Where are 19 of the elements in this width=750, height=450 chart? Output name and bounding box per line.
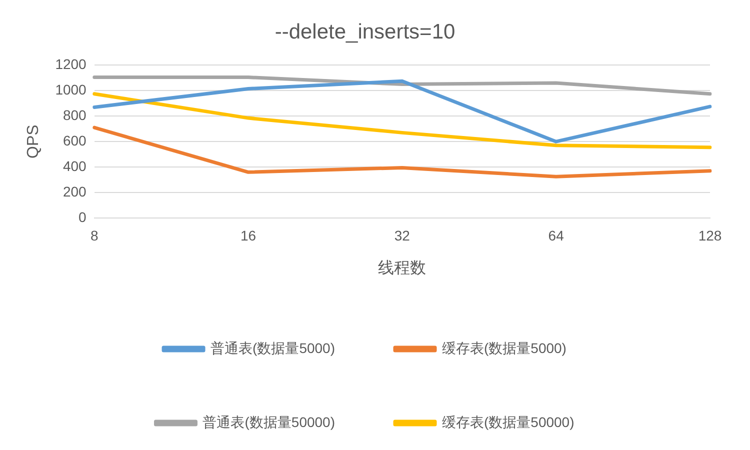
legend-label: 普通表(数据量50000) — [202, 414, 336, 430]
x-tick-label: 128 — [698, 227, 722, 244]
x-tick-label: 32 — [394, 227, 410, 244]
y-axis-title: QPS — [25, 124, 42, 158]
chart-title: --delete_inserts=10 — [274, 20, 456, 44]
x-tick-label: 64 — [548, 227, 564, 244]
x-axis-title: 线程数 — [378, 258, 426, 277]
y-tick-label: 400 — [62, 158, 87, 174]
legend-label: 缓存表(数据量50000) — [442, 414, 574, 430]
y-tick-label: 800 — [62, 106, 87, 123]
y-tick-label: 0 — [78, 208, 87, 225]
x-tick-label: 8 — [90, 227, 98, 244]
legend-label: 缓存表(数据量5000) — [442, 340, 566, 356]
y-tick-label: 600 — [62, 132, 87, 148]
y-tick-label: 1000 — [55, 82, 87, 98]
y-tick-label: 1200 — [55, 56, 87, 72]
y-tick-label: 200 — [62, 183, 87, 200]
x-tick-label: 16 — [240, 227, 256, 244]
legend-label: 普通表(数据量5000) — [210, 340, 335, 356]
